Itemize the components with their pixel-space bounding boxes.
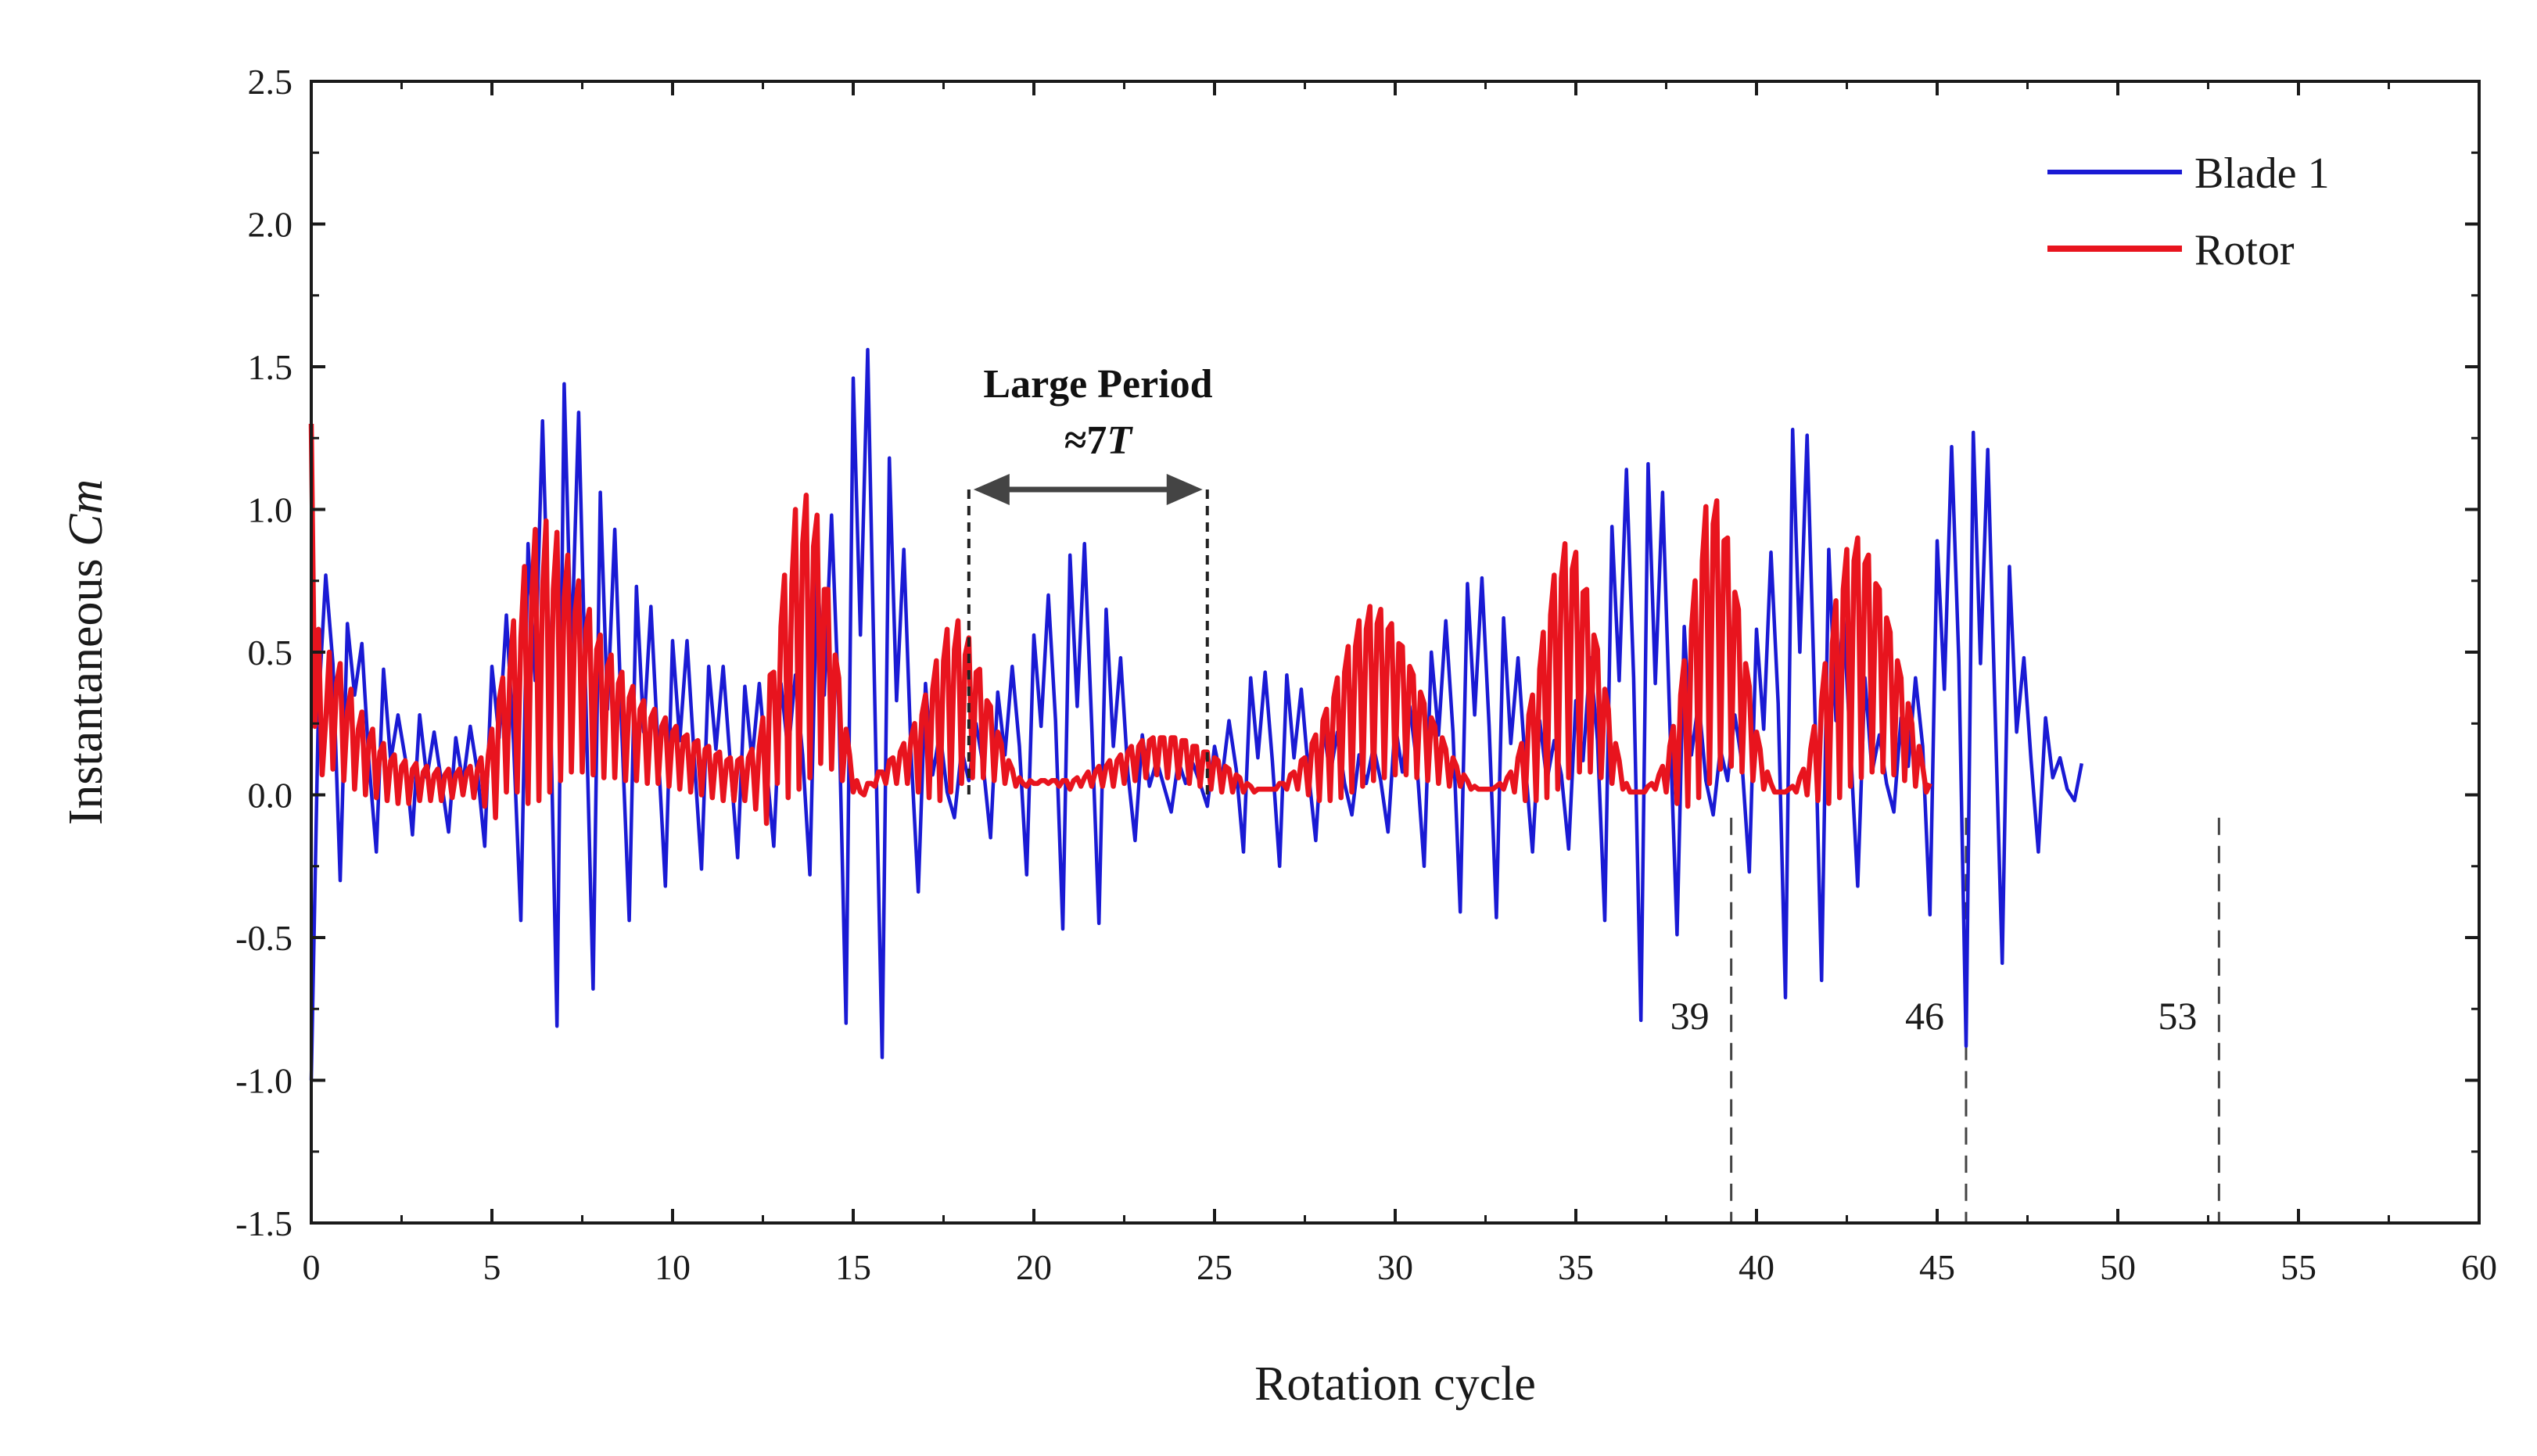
period-arrow-right-head xyxy=(1166,473,1203,505)
large-period-annotation: Large Period ≈7T xyxy=(967,362,1213,795)
x-tick-label: 15 xyxy=(835,1247,871,1287)
y-tick-label: -1.5 xyxy=(235,1203,292,1243)
x-tick-label: 30 xyxy=(1377,1247,1413,1287)
x-tick-label: 55 xyxy=(2280,1247,2316,1287)
legend-label-blade-1: Blade 1 xyxy=(2194,149,2330,198)
legend: Blade 1 Rotor xyxy=(2047,149,2330,274)
large-period-value: ≈7T xyxy=(1064,418,1134,463)
x-tick-label: 5 xyxy=(483,1247,501,1287)
x-tick-label: 20 xyxy=(1016,1247,1052,1287)
y-tick-label: 0.5 xyxy=(248,633,293,672)
y-tick-label: -1.0 xyxy=(235,1061,292,1101)
y-tick-label: 2.0 xyxy=(248,205,293,245)
legend-label-rotor: Rotor xyxy=(2194,226,2295,274)
y-tick-label: 1.5 xyxy=(248,347,293,387)
plot-series xyxy=(308,347,2084,1081)
large-period-title: Large Period xyxy=(983,362,1212,407)
large-period-value-variable: T xyxy=(1107,418,1133,463)
period-arrow-left-head xyxy=(973,473,1010,505)
x-tick-label: 10 xyxy=(655,1247,691,1287)
x-tick-label: 40 xyxy=(1739,1247,1774,1287)
cycle-marker-label: 53 xyxy=(2158,994,2197,1038)
x-tick-label: 60 xyxy=(2461,1247,2497,1287)
series-line-rotor xyxy=(308,423,1932,827)
y-tick-label: -0.5 xyxy=(235,918,292,958)
y-axis-title-prefix: Instantaneous xyxy=(59,547,113,825)
large-period-value-prefix: ≈7 xyxy=(1064,418,1107,463)
axes: 0 5 10 15 20 25 30 35 40 45 50 55 60 -1.5 -1.0 -0.5 0.0 0… xyxy=(235,62,2497,1287)
y-tick-label: 2.5 xyxy=(248,62,293,102)
large-period-bracket xyxy=(967,473,1209,795)
x-tick-label: 50 xyxy=(2100,1247,2136,1287)
x-tick-label: 25 xyxy=(1197,1247,1233,1287)
x-tick-label: 45 xyxy=(1919,1247,1955,1287)
y-tick-label: 0.0 xyxy=(248,776,293,816)
x-axis-title: Rotation cycle xyxy=(1254,1357,1536,1411)
cycle-marker-label: 46 xyxy=(1905,994,1944,1038)
x-tick-label: 35 xyxy=(1558,1247,1594,1287)
period-markers: 39 46 53 xyxy=(1670,817,2220,1223)
y-axis-title-variable: Cm xyxy=(59,479,113,547)
x-tick-label: 0 xyxy=(303,1247,321,1287)
y-tick-label: 1.0 xyxy=(248,490,293,530)
y-axis-title: Instantaneous Cm xyxy=(59,479,113,826)
cycle-marker-label: 39 xyxy=(1670,994,1710,1038)
